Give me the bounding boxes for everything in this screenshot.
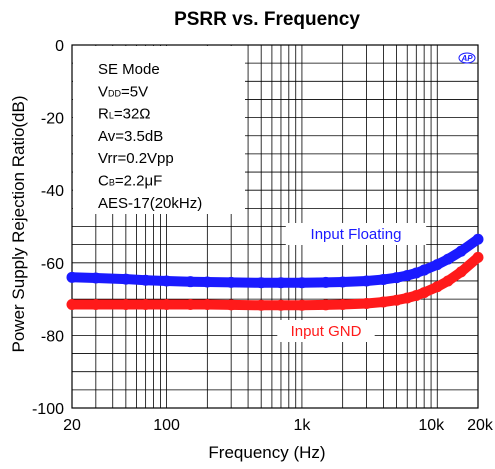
data-point-1 <box>66 299 78 311</box>
condition-text: CB=2.2μF <box>98 173 162 190</box>
y-axis-label: Power Supply Rejection Ratio(dB) <box>9 95 28 352</box>
data-point-1 <box>455 266 467 278</box>
y-tick-label: -100 <box>32 401 64 418</box>
data-point-0 <box>120 273 132 285</box>
legend-label: Input Floating <box>311 226 402 243</box>
y-tick-label: -60 <box>41 256 64 273</box>
data-point-0 <box>90 272 102 284</box>
data-point-1 <box>320 299 332 311</box>
data-point-1 <box>140 299 152 311</box>
data-point-1 <box>275 299 287 311</box>
condition-text: AES-17(20kHz) <box>98 195 202 212</box>
data-point-1 <box>431 281 443 293</box>
x-tick-label: 1k <box>293 417 311 434</box>
data-point-0 <box>296 277 308 289</box>
data-point-0 <box>431 259 443 271</box>
data-point-0 <box>418 264 430 276</box>
data-point-0 <box>66 271 78 283</box>
data-point-0 <box>184 276 196 288</box>
data-point-0 <box>472 233 484 245</box>
x-tick-label: 100 <box>153 417 180 434</box>
data-point-1 <box>90 299 102 311</box>
data-point-1 <box>201 299 213 311</box>
chart-title: PSRR vs. Frequency <box>174 9 360 30</box>
data-point-0 <box>320 276 332 288</box>
condition-text: Av=3.5dB <box>98 128 163 145</box>
data-point-1 <box>418 287 430 299</box>
conditions-box <box>73 46 245 214</box>
y-tick-label: -20 <box>41 111 64 128</box>
legend-label-bg <box>285 223 427 245</box>
x-tick-label: 10k <box>418 417 445 434</box>
data-point-1 <box>391 294 403 306</box>
x-axis-label: Frequency (Hz) <box>208 443 325 462</box>
data-point-1 <box>377 296 389 308</box>
condition-text: SE Mode <box>98 61 160 78</box>
legend-label-bg <box>277 320 375 342</box>
data-point-0 <box>377 273 389 285</box>
condition-text: RL=32Ω <box>98 106 151 123</box>
data-point-0 <box>140 274 152 286</box>
plot-frame <box>71 44 479 409</box>
data-point-1 <box>401 292 413 304</box>
data-point-1 <box>337 299 349 311</box>
data-point-0 <box>255 277 267 289</box>
data-point-1 <box>225 299 237 311</box>
data-point-0 <box>337 276 349 288</box>
data-point-0 <box>442 253 454 265</box>
series-layer <box>66 233 484 311</box>
legend-label: Input GND <box>291 323 362 340</box>
data-point-0 <box>455 245 467 257</box>
data-point-1 <box>442 275 454 287</box>
condition-text: VDD=5V <box>98 83 148 100</box>
data-point-0 <box>201 276 213 288</box>
x-tick-label: 20 <box>63 417 81 434</box>
annotations: SE Mode VDD=5V RL=32Ω Av=3.5dB Vrr=0.2Vpp CB=… <box>73 46 476 342</box>
data-point-0 <box>275 277 287 289</box>
data-point-0 <box>360 275 372 287</box>
data-point-1 <box>296 299 308 311</box>
data-point-1 <box>360 297 372 309</box>
data-point-1 <box>472 251 484 263</box>
data-point-0 <box>225 276 237 288</box>
data-point-0 <box>161 275 173 287</box>
data-point-1 <box>184 299 196 311</box>
logo-text: AP <box>460 54 473 63</box>
data-point-0 <box>391 272 403 284</box>
data-point-1 <box>120 299 132 311</box>
y-tick-label: -40 <box>41 183 64 200</box>
condition-text: Vrr=0.2Vpp <box>98 150 174 167</box>
data-point-0 <box>401 270 413 282</box>
y-tick-label: -80 <box>41 328 64 345</box>
x-tick-label: 20k <box>467 417 494 434</box>
data-point-1 <box>161 299 173 311</box>
data-point-1 <box>255 299 267 311</box>
logo: AP <box>458 52 476 64</box>
y-tick-label: 0 <box>55 38 64 55</box>
logo-ellipse <box>458 52 476 64</box>
